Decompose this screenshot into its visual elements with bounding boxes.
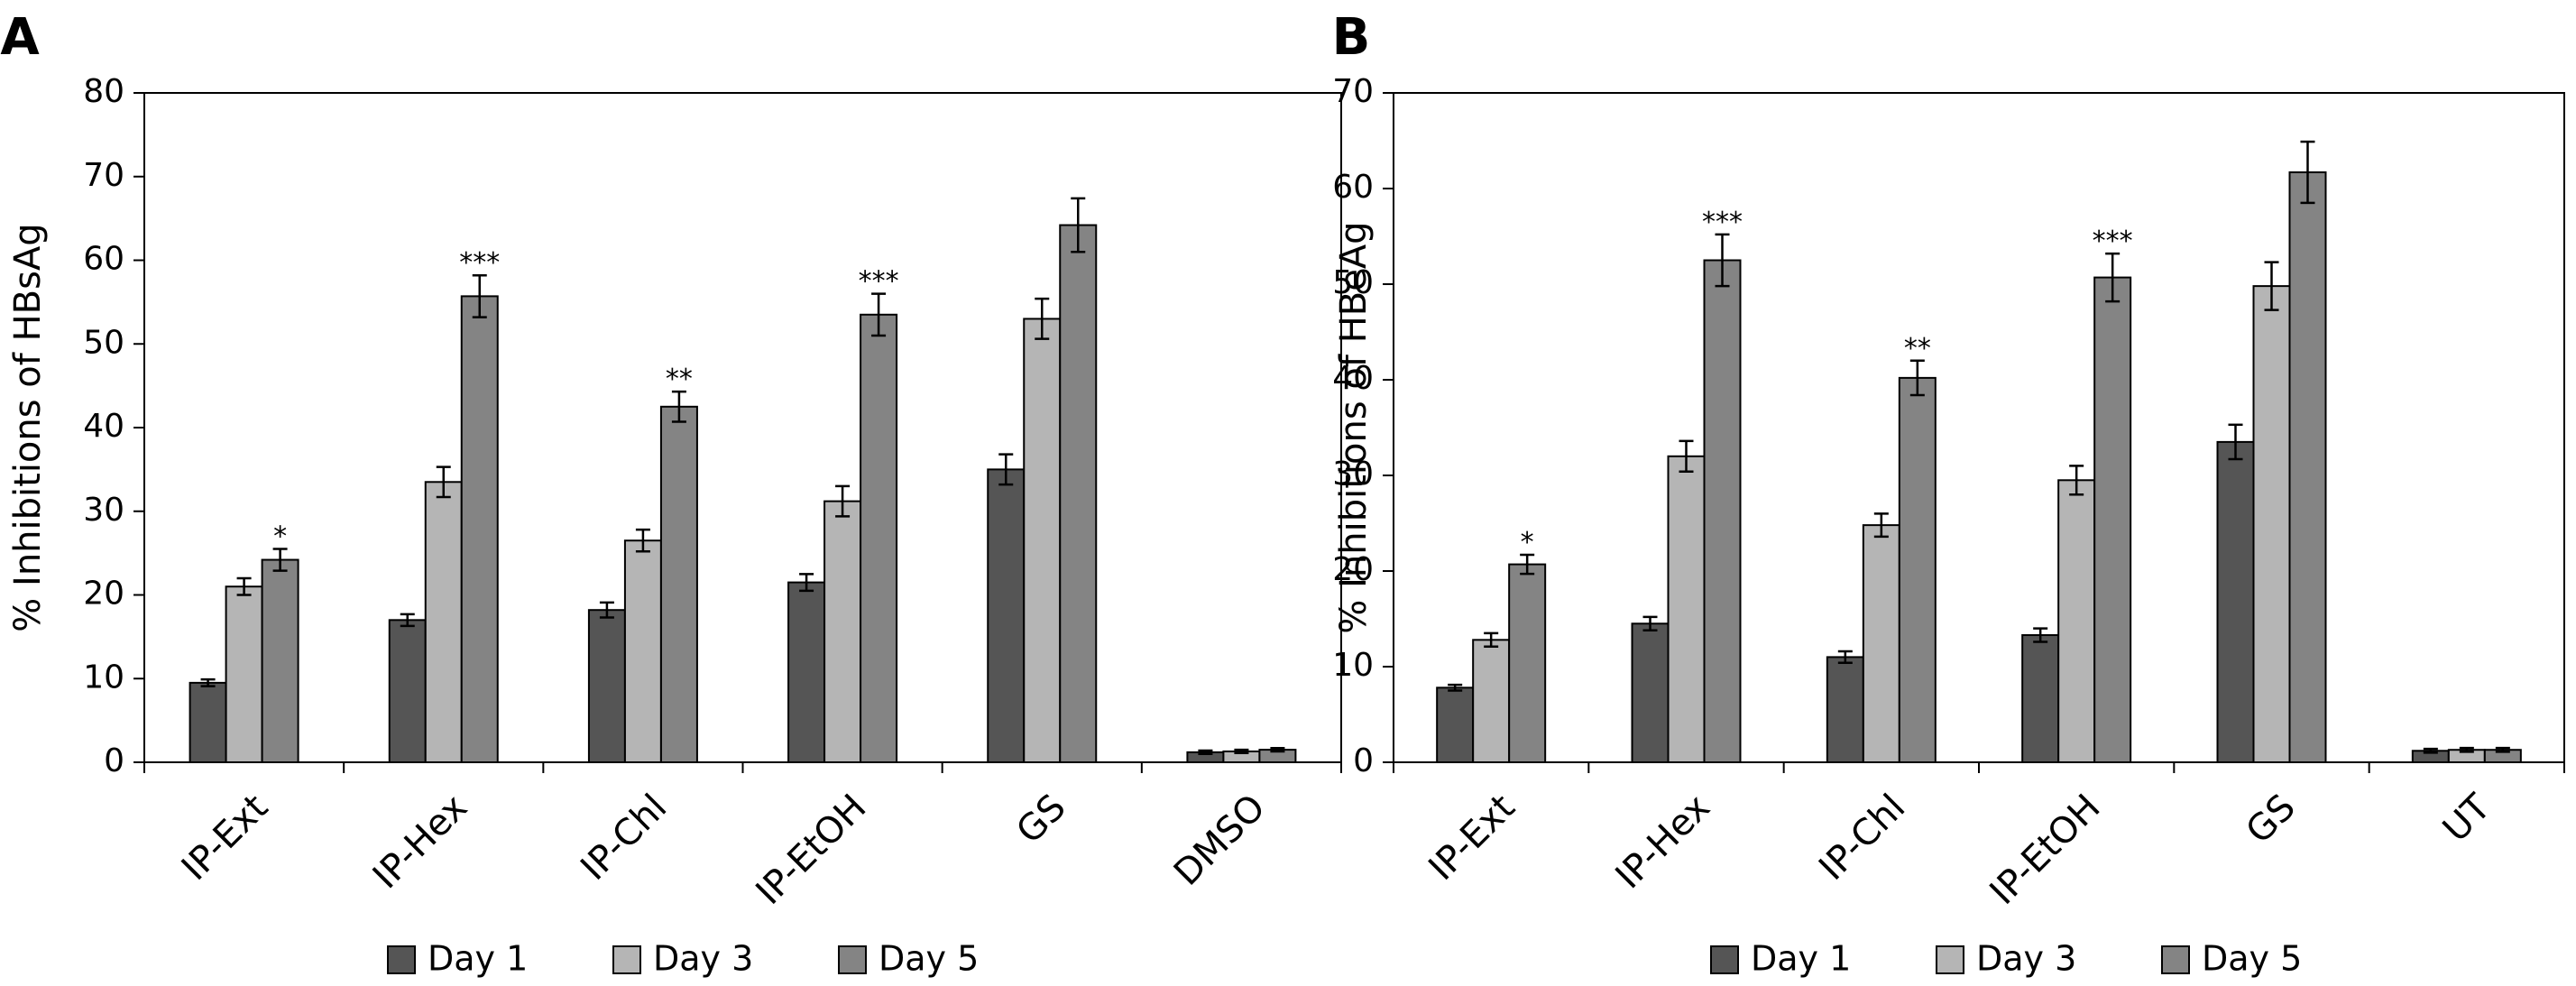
y-axis-label: % Inhibitions of HBsAg [7, 223, 49, 631]
x-category-label: IP-EtOH [1983, 787, 2109, 913]
y-tick-label: 60 [83, 241, 124, 278]
significance-marker: *** [2093, 226, 2133, 257]
bar [2252, 285, 2291, 763]
bar [787, 581, 826, 764]
bar [823, 500, 862, 763]
y-tick-label: 50 [83, 324, 124, 361]
bar [424, 481, 463, 763]
bar [1667, 455, 1706, 763]
significance-marker: *** [1702, 207, 1743, 238]
y-tick-label: 0 [104, 742, 124, 779]
bar [1508, 563, 1547, 764]
chart-panel-b: B % Inhibitions of HBeAg 0 10 20 30 40 50 60 70 IP… [1332, 8, 2565, 979]
x-category-label: IP-Hex [1608, 787, 1718, 897]
significance-marker: ** [1904, 333, 1931, 364]
x-category-label: IP-EtOH [749, 787, 875, 913]
bar [1631, 622, 1670, 763]
bar [261, 558, 299, 763]
bar [1436, 687, 1475, 764]
y-tick-label: 10 [83, 659, 124, 696]
legend-label: Day 5 [2202, 939, 2302, 979]
legend-swatch [387, 945, 416, 974]
legend-label: Day 3 [653, 939, 753, 979]
significance-marker: *** [859, 266, 899, 298]
x-category-label: IP-Ext [174, 787, 276, 889]
x-category-label: UT [2435, 787, 2499, 851]
y-tick-label: 30 [1332, 456, 1374, 493]
x-category-label: IP-Ext [1421, 787, 1523, 889]
bar [1023, 318, 1062, 763]
y-tick-label: 40 [83, 408, 124, 445]
bar [2057, 479, 2096, 763]
bar [659, 405, 698, 763]
bar [225, 585, 263, 763]
x-category-label: GS [2239, 787, 2304, 852]
bar [2093, 276, 2132, 763]
legend-label: Day 1 [1751, 939, 1851, 979]
significance-marker: *** [459, 247, 500, 279]
y-tick-label: 20 [1332, 551, 1374, 588]
legend-swatch [838, 945, 867, 974]
y-tick-label: 80 [83, 73, 124, 110]
x-category-label: DMSO [1166, 787, 1274, 894]
y-tick-label: 40 [1332, 360, 1374, 397]
significance-marker: * [273, 521, 287, 552]
y-tick-label: 70 [83, 157, 124, 194]
significance-marker: * [1521, 527, 1534, 558]
bar [1059, 224, 1098, 764]
y-tick-label: 60 [1332, 169, 1374, 206]
legend-swatch [2161, 945, 2190, 974]
y-tick-label: 70 [1332, 73, 1374, 110]
chart-panel-a: A % Inhibitions of HBsAg 0 10 20 30 40 50 60 70 80… [0, 8, 1342, 979]
bar [587, 609, 626, 763]
legend-label: Day 3 [1976, 939, 2076, 979]
bar [2216, 440, 2255, 763]
bar [460, 295, 499, 763]
legend-swatch [612, 945, 641, 974]
bar [860, 313, 898, 763]
bar [2021, 634, 2060, 764]
y-tick-label: 20 [83, 576, 124, 613]
x-category-label: IP-Chl [573, 787, 675, 889]
bar [2288, 170, 2327, 764]
plot-frame [143, 92, 1342, 763]
legend-swatch [1936, 945, 1964, 974]
legend-swatch [1710, 945, 1739, 974]
x-category-label: GS [1008, 787, 1073, 852]
legend-label: Day 1 [428, 939, 528, 979]
y-tick-label: 0 [1353, 742, 1374, 779]
bar [987, 468, 1026, 763]
panel-label: A [0, 8, 40, 67]
bar [189, 681, 227, 764]
legend-label: Day 5 [879, 939, 979, 979]
x-category-label: IP-Hex [365, 787, 475, 897]
y-tick-label: 10 [1332, 647, 1374, 684]
bar [1472, 639, 1511, 763]
bar [1826, 656, 1864, 764]
plot-frame [1393, 92, 2565, 763]
bar [1898, 376, 1937, 763]
bar [1862, 524, 1900, 763]
x-category-label: IP-Chl [1811, 787, 1913, 889]
significance-marker: ** [666, 364, 693, 395]
y-tick-label: 30 [83, 492, 124, 529]
bar [1703, 259, 1742, 763]
bar [623, 539, 662, 764]
y-axis-label: % Inhibitions of HBeAg [1333, 221, 1375, 633]
bar [388, 619, 427, 764]
y-tick-label: 50 [1332, 264, 1374, 301]
panel-label: B [1332, 8, 1371, 67]
